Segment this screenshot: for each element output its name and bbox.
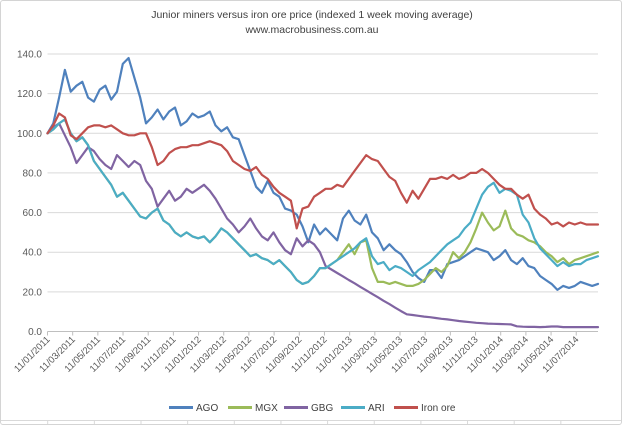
axes: [47, 331, 598, 336]
series-line-iron-ore: [46, 112, 600, 230]
next-chart-top-edge: [1, 420, 621, 424]
legend-item-mgx: MGX: [228, 403, 278, 414]
y-tick-label: 60.0: [23, 208, 43, 219]
chart-title: Junior miners versus iron ore price (ind…: [151, 9, 473, 21]
y-tick-label: 120.0: [17, 89, 42, 100]
series-line-gbg: [46, 122, 600, 329]
chart-subtitle: www.macrobusiness.com.au: [244, 24, 378, 36]
legend-item-ari: ARI: [341, 403, 385, 414]
y-tick-label: 0.0: [28, 327, 42, 338]
y-tick-label: 100.0: [17, 129, 42, 140]
y-tick-label: 140.0: [17, 50, 42, 61]
gridlines: [47, 53, 598, 293]
legend-label: ARI: [368, 403, 385, 414]
legend-label: GBG: [311, 403, 333, 414]
legend-item-iron-ore: Iron ore: [394, 403, 456, 414]
legend: AGO MGX GBG ARI Iron ore: [169, 403, 456, 414]
y-tick-label: 80.0: [23, 168, 43, 179]
legend-label: Iron ore: [421, 403, 456, 414]
legend-item-ago: AGO: [169, 403, 218, 414]
y-tick-label: 20.0: [23, 287, 43, 298]
legend-label: AGO: [196, 403, 218, 414]
legend-label: MGX: [255, 403, 278, 414]
legend-item-gbg: GBG: [284, 403, 333, 414]
series-lines: [46, 56, 600, 329]
y-tick-label: 40.0: [23, 248, 43, 259]
series-line-ago: [46, 56, 600, 291]
